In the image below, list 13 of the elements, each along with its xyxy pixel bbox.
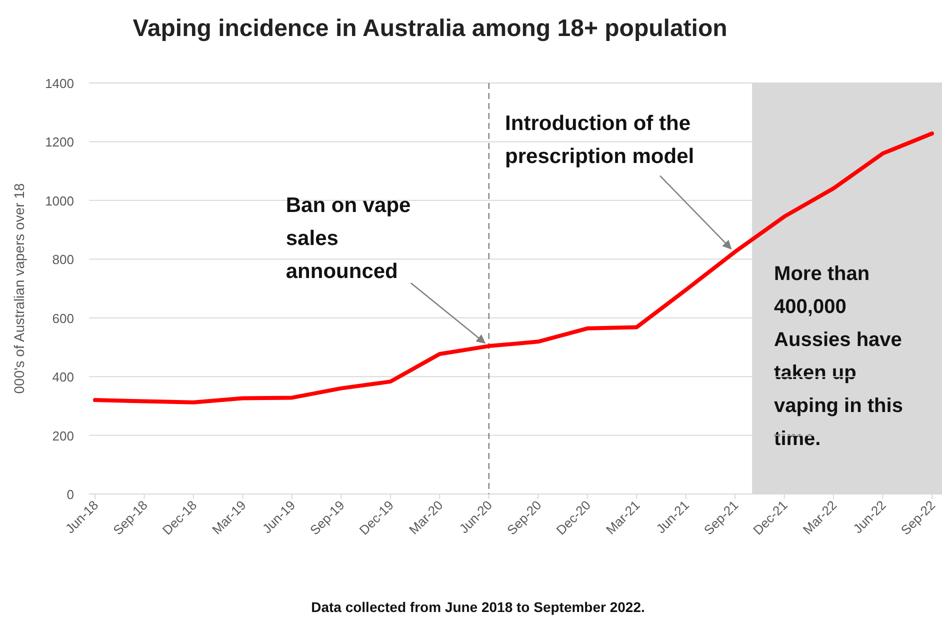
y-tick-label: 800 — [52, 252, 74, 268]
annotation: Introduction of the prescription model — [505, 112, 694, 168]
y-tick-label: 0 — [66, 487, 74, 502]
y-tick-label: 400 — [52, 370, 74, 385]
y-tick-label: 600 — [52, 310, 74, 326]
y-axis-title: 000's of Australian vapers over 18 — [11, 183, 27, 394]
y-tick-label: 1000 — [45, 193, 74, 208]
y-tick-label: 200 — [52, 428, 74, 444]
annotation: Ban on vape sales announced — [286, 194, 411, 284]
chart-title: Vaping incidence in Australia among 18+ population — [132, 15, 728, 42]
y-tick-label: 1400 — [45, 76, 74, 91]
y-tick-label: 1200 — [45, 134, 74, 150]
text: Data collected from June 2018 to September 2022. — [311, 599, 645, 615]
